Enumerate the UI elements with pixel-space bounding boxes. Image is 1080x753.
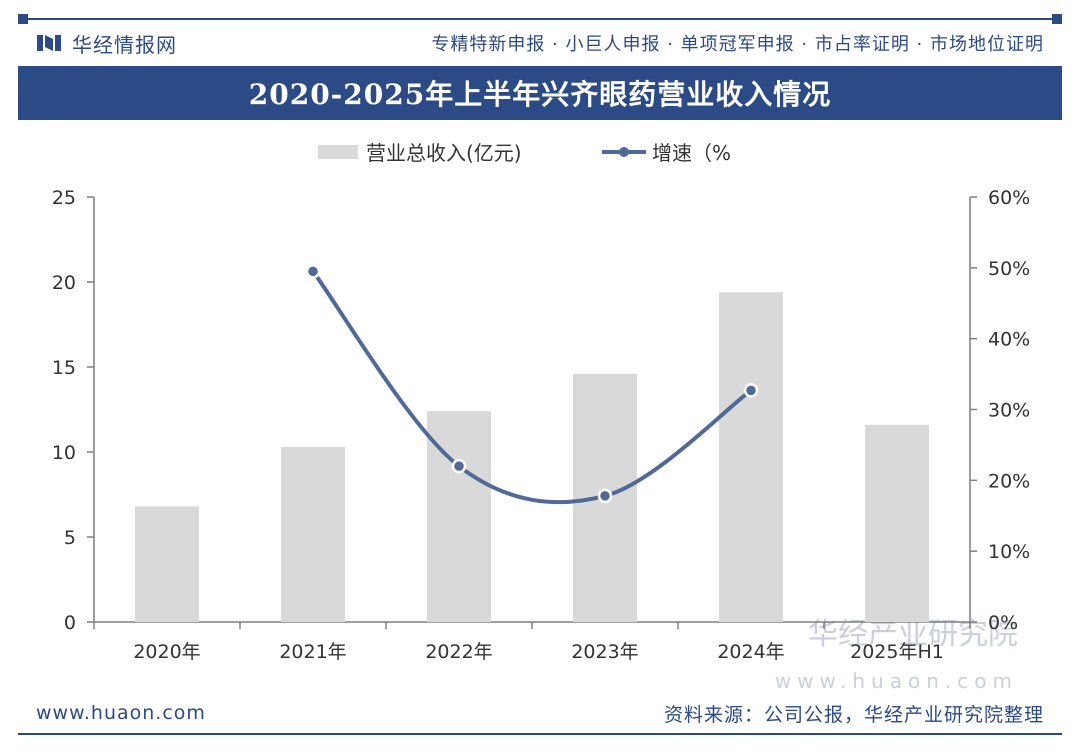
growth-line-path xyxy=(311,269,753,505)
right-tick-label: 20% xyxy=(988,470,1030,492)
legend: 营业总收入(亿元) 增速（% xyxy=(318,141,731,165)
growth-point xyxy=(451,458,467,474)
right-tick-label: 30% xyxy=(988,400,1030,422)
legend-line-marker xyxy=(619,147,629,157)
left-tick-label: 15 xyxy=(52,357,76,379)
x-tick-label: 2025年H1 xyxy=(850,641,944,663)
right-tick-label: 40% xyxy=(988,329,1030,351)
header-tagline: 专精特新申报 · 小巨人申报 · 单项冠军申报 · 市占率证明 · 市场地位证明 xyxy=(431,34,1044,55)
growth-point xyxy=(597,488,613,504)
x-tick-label: 2023年 xyxy=(571,641,638,663)
left-tick-label: 0 xyxy=(64,612,76,634)
x-tick-label: 2021年 xyxy=(279,641,346,663)
left-tick-label: 20 xyxy=(52,272,76,294)
bottom-border xyxy=(18,733,1062,735)
right-tick-label: 50% xyxy=(988,258,1030,280)
top-border xyxy=(18,18,1062,20)
axes: 0 5 10 15 20 25 0% 10% 20% 30% 40% 50% 60% 2020年 2021年… xyxy=(52,187,1030,663)
x-tick-label: 2022年 xyxy=(425,641,492,663)
title-bar: 2020-2025年上半年兴齐眼药营业收入情况 xyxy=(18,66,1062,120)
corner-marker-left xyxy=(18,14,28,24)
growth-point xyxy=(743,383,759,398)
growth-line xyxy=(305,264,759,505)
right-tick-label: 60% xyxy=(988,187,1030,209)
corner-marker-right xyxy=(1052,14,1062,24)
footer: www.huaon.com 资料来源：公司公报，华经产业研究院整理 xyxy=(36,696,1044,730)
brand-logo: 华经情报网 xyxy=(36,29,177,58)
legend-bar-label: 营业总收入(亿元) xyxy=(366,141,522,165)
chart-title: 2020-2025年上半年兴齐眼药营业收入情况 xyxy=(248,78,832,111)
legend-line-label: 增速（% xyxy=(652,141,731,165)
right-tick-label: 10% xyxy=(988,541,1030,563)
revenue-bar xyxy=(281,446,345,622)
footer-source: 资料来源：公司公报，华经产业研究院整理 xyxy=(663,703,1044,726)
left-tick-label: 25 xyxy=(52,187,76,209)
watermark-main-text: 华经产业研究院 xyxy=(808,617,1018,652)
book-icon xyxy=(37,35,61,51)
x-tick-label: 2024年 xyxy=(717,641,784,663)
bars xyxy=(135,292,929,622)
watermark: 华经产业研究院 www.huaon.com xyxy=(775,617,1018,693)
logo-text: 华经情报网 xyxy=(72,32,177,57)
right-tick-label: 0% xyxy=(988,612,1018,634)
combo-chart: 华经产业研究院 www.huaon.com 营业总收入(亿元) 增速（% 0 5 1… xyxy=(52,141,1030,693)
x-tick-label: 2020年 xyxy=(133,641,200,663)
revenue-bar xyxy=(865,424,929,622)
footer-site: www.huaon.com xyxy=(36,702,206,724)
header: 华经情报网 专精特新申报 · 小巨人申报 · 单项冠军申报 · 市占率证明 · … xyxy=(36,24,1044,62)
left-tick-label: 5 xyxy=(64,527,76,549)
left-tick-label: 10 xyxy=(52,442,76,464)
revenue-bar xyxy=(719,292,783,622)
watermark-url-text: www.huaon.com xyxy=(775,669,1018,693)
legend-bar-swatch xyxy=(318,145,358,159)
growth-point xyxy=(305,264,321,279)
revenue-bar xyxy=(135,506,199,622)
